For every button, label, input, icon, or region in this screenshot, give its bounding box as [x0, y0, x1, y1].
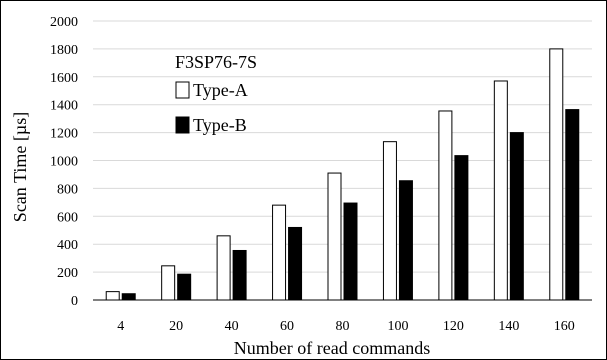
x-tick-labels: 4 20 40 60 80 100 120 140 160: [117, 319, 575, 334]
bar-type-a-4: [105, 291, 120, 301]
bar-type-b-60: [288, 226, 303, 301]
x-tick-label: 40: [225, 319, 239, 334]
x-tick-label: 4: [117, 319, 124, 334]
bar-type-b-160: [565, 109, 580, 301]
bar-type-a-40: [216, 235, 231, 301]
x-tick-label: 100: [387, 319, 408, 334]
bar-type-b-20: [177, 273, 192, 301]
legend-swatch-type-a: [175, 81, 190, 99]
bar-type-b-120: [454, 155, 469, 301]
legend-swatch-type-b: [175, 116, 190, 134]
gridlines: [93, 20, 592, 273]
bar-type-a-140: [493, 80, 508, 301]
legend: F3SP76-7S Type-A Type-B: [175, 52, 257, 135]
y-tick-label: 1400: [50, 99, 78, 114]
bar-type-a-20: [161, 265, 176, 301]
x-tick-label: 80: [336, 319, 350, 334]
bar-type-b-40: [232, 249, 247, 301]
y-tick-label: 2000: [50, 15, 78, 30]
bar-type-b-140: [509, 132, 524, 301]
bar-type-b-4: [121, 293, 136, 301]
y-tick-label: 1800: [50, 43, 78, 58]
y-tick-labels: 0 200 400 600 800 1000 1200 1400 1600 1800 2000: [50, 15, 78, 309]
bar-type-b-100: [398, 180, 413, 301]
y-tick-label: 1600: [50, 71, 78, 86]
legend-label-type-a: Type-A: [193, 80, 248, 100]
bar-type-b-80: [343, 202, 358, 301]
x-tick-label: 20: [169, 319, 183, 334]
y-tick-label: 1200: [50, 127, 78, 142]
x-axis-title: Number of read commands: [234, 338, 430, 358]
y-axis-title: Scan Time [µs]: [10, 112, 30, 222]
x-tick-label: 140: [498, 319, 519, 334]
bar-type-a-120: [438, 110, 453, 301]
y-tick-label: 400: [57, 238, 78, 253]
x-tick-label: 120: [443, 319, 464, 334]
bar-type-a-80: [327, 172, 342, 301]
bar-type-a-100: [382, 141, 397, 301]
x-tick-label: 160: [554, 319, 575, 334]
bar-type-a-60: [272, 204, 287, 301]
y-tick-label: 600: [57, 210, 78, 225]
y-tick-label: 800: [57, 182, 78, 197]
x-tick-label: 60: [280, 319, 294, 334]
y-tick-label: 0: [71, 294, 78, 309]
bar-type-a-160: [549, 48, 564, 301]
bars: [105, 48, 580, 301]
legend-label-type-b: Type-B: [193, 115, 247, 135]
legend-title: F3SP76-7S: [175, 52, 257, 72]
y-tick-label: 1000: [50, 155, 78, 170]
y-tick-label: 200: [57, 266, 78, 281]
